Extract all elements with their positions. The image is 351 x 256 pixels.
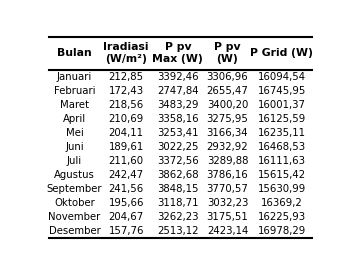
Text: P Grid (W): P Grid (W) — [251, 48, 313, 58]
Text: 3306,96: 3306,96 — [207, 72, 249, 82]
Text: 2932,92: 2932,92 — [207, 142, 248, 152]
Text: Februari: Februari — [54, 86, 95, 96]
Text: Oktober: Oktober — [54, 198, 95, 208]
Text: 2423,14: 2423,14 — [207, 226, 248, 236]
Text: 204,67: 204,67 — [108, 212, 144, 222]
Text: 3770,57: 3770,57 — [206, 184, 249, 194]
Text: P pv
(W): P pv (W) — [214, 42, 241, 65]
Text: 16125,59: 16125,59 — [258, 114, 306, 124]
Text: 3483,29: 3483,29 — [157, 100, 199, 110]
Text: 195,66: 195,66 — [108, 198, 144, 208]
Text: 3022,25: 3022,25 — [157, 142, 199, 152]
Text: 3289,88: 3289,88 — [207, 156, 248, 166]
Text: 2513,12: 2513,12 — [157, 226, 199, 236]
Text: 3253,41: 3253,41 — [157, 128, 199, 138]
Text: 204,11: 204,11 — [109, 128, 144, 138]
Text: Juni: Juni — [65, 142, 84, 152]
Text: 15615,42: 15615,42 — [258, 170, 306, 180]
Text: 3166,34: 3166,34 — [207, 128, 248, 138]
Text: 3118,71: 3118,71 — [157, 198, 199, 208]
Text: 15630,99: 15630,99 — [258, 184, 306, 194]
Text: 2747,84: 2747,84 — [157, 86, 199, 96]
Text: 3400,20: 3400,20 — [207, 100, 248, 110]
Text: April: April — [63, 114, 86, 124]
Text: 16225,93: 16225,93 — [258, 212, 306, 222]
Text: 157,76: 157,76 — [108, 226, 144, 236]
Text: Maret: Maret — [60, 100, 89, 110]
Text: 2655,47: 2655,47 — [206, 86, 249, 96]
Text: Desember: Desember — [48, 226, 100, 236]
Text: 3372,56: 3372,56 — [157, 156, 199, 166]
Text: 3786,16: 3786,16 — [207, 170, 249, 180]
Text: 16094,54: 16094,54 — [258, 72, 306, 82]
Text: 3032,23: 3032,23 — [207, 198, 248, 208]
Text: 16745,95: 16745,95 — [258, 86, 306, 96]
Text: 242,47: 242,47 — [108, 170, 144, 180]
Text: 3275,95: 3275,95 — [206, 114, 249, 124]
Text: 16468,53: 16468,53 — [258, 142, 306, 152]
Text: 3358,16: 3358,16 — [157, 114, 199, 124]
Text: Januari: Januari — [57, 72, 92, 82]
Text: 16111,63: 16111,63 — [258, 156, 306, 166]
Text: 172,43: 172,43 — [108, 86, 144, 96]
Text: 3848,15: 3848,15 — [157, 184, 199, 194]
Text: 16369,2: 16369,2 — [261, 198, 303, 208]
Text: 218,56: 218,56 — [108, 100, 144, 110]
Text: September: September — [47, 184, 102, 194]
Text: 241,56: 241,56 — [108, 184, 144, 194]
Text: Mei: Mei — [66, 128, 83, 138]
Text: 211,60: 211,60 — [108, 156, 144, 166]
Text: 210,69: 210,69 — [108, 114, 144, 124]
Text: P pv
Max (W): P pv Max (W) — [152, 42, 203, 65]
Text: Bulan: Bulan — [57, 48, 92, 58]
Text: Juli: Juli — [67, 156, 82, 166]
Text: Iradiasi
(W/m²): Iradiasi (W/m²) — [104, 42, 149, 65]
Text: November: November — [48, 212, 101, 222]
Text: 3262,23: 3262,23 — [157, 212, 199, 222]
Text: 16978,29: 16978,29 — [258, 226, 306, 236]
Text: 3392,46: 3392,46 — [157, 72, 199, 82]
Text: 16001,37: 16001,37 — [258, 100, 306, 110]
Text: Agustus: Agustus — [54, 170, 95, 180]
Text: 212,85: 212,85 — [108, 72, 144, 82]
Text: 16235,11: 16235,11 — [258, 128, 306, 138]
Text: 3862,68: 3862,68 — [157, 170, 199, 180]
Text: 3175,51: 3175,51 — [207, 212, 249, 222]
Text: 189,61: 189,61 — [108, 142, 144, 152]
